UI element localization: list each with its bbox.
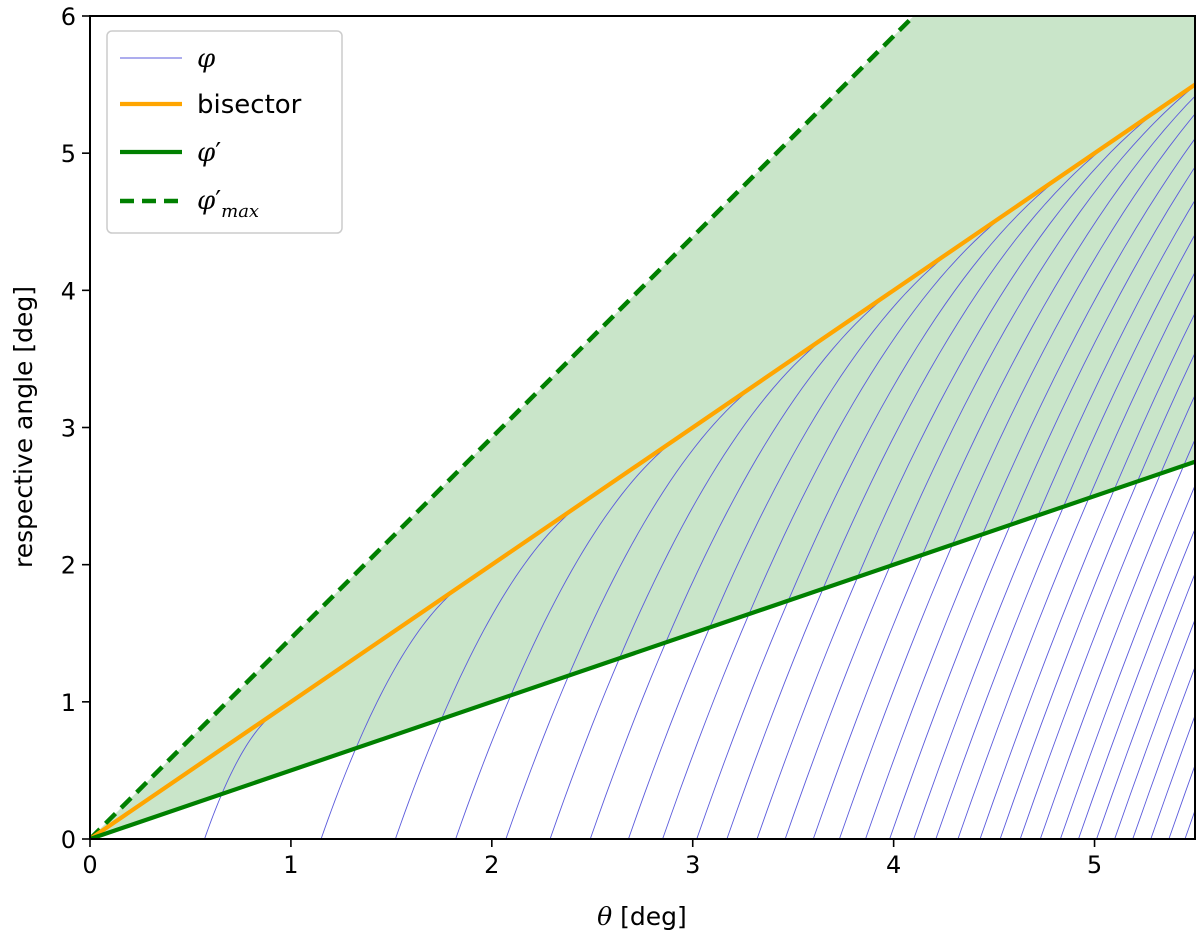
phi-curve	[913, 199, 1195, 839]
x-axis-label: θ [deg]	[597, 902, 687, 931]
phi-curve	[865, 137, 1195, 839]
phi-curve-family	[204, 85, 1195, 839]
legend-label-bisector: bisector	[197, 90, 302, 120]
y-tick-label: 3	[61, 415, 76, 443]
x-tick-label: 2	[484, 851, 499, 879]
legend-box	[106, 30, 343, 234]
phi-curve	[394, 503, 581, 839]
phi-curve	[505, 382, 759, 839]
phi-curve	[999, 352, 1195, 839]
y-tick-label: 1	[61, 689, 76, 717]
phi-max-line	[90, 16, 916, 839]
y-tick-label: 2	[61, 552, 76, 580]
phi-curve	[628, 248, 956, 839]
phi-curve	[589, 290, 894, 839]
x-tick-label: 0	[82, 851, 97, 879]
phi-curve	[889, 166, 1195, 839]
legend-label-phi-prime: φ′	[197, 138, 221, 168]
phi-curve	[662, 210, 1010, 839]
phi-curve	[935, 233, 1195, 839]
phi-curve	[756, 107, 1162, 839]
phi-curve	[1039, 438, 1195, 839]
phi-curve	[784, 85, 1195, 839]
phi-curve	[549, 334, 830, 839]
x-tick-label: 1	[283, 851, 298, 879]
phi-curve	[726, 140, 1114, 839]
y-tick-label: 4	[61, 277, 76, 305]
x-tick-label: 4	[886, 851, 901, 879]
legend-label-phi-max: φ′max	[197, 186, 259, 222]
y-tick-label: 6	[61, 3, 76, 31]
x-tick-label: 3	[685, 851, 700, 879]
phi-curve	[696, 173, 1065, 839]
y-tick-label: 0	[61, 826, 76, 854]
phi-prime-line	[90, 459, 1195, 839]
phi-curve	[1078, 527, 1195, 839]
phi-curve	[812, 95, 1195, 839]
y-tick-label: 5	[61, 140, 76, 168]
phi-curve	[204, 713, 275, 839]
legend-label-phi: φ	[197, 44, 216, 74]
phi-curve	[838, 113, 1195, 839]
y-axis: 0 1 2 3 4 5 6	[61, 3, 90, 854]
phi-prime-to-phi-max-fill	[90, 16, 1195, 839]
phi-curve	[979, 312, 1195, 839]
phi-curve	[1019, 394, 1195, 839]
y-axis-label: respective angle [deg]	[9, 286, 38, 568]
phi-curve	[957, 271, 1195, 839]
bisector-line	[90, 82, 1195, 839]
x-tick-label: 5	[1087, 851, 1102, 879]
legend: φ bisector φ′ φ′max	[106, 30, 343, 234]
phi-curve	[320, 585, 462, 839]
plot-area	[90, 16, 1195, 839]
x-axis: 0 1 2 3 4 5	[82, 839, 1102, 879]
phi-curve	[1059, 484, 1195, 839]
phi-curve	[455, 437, 678, 839]
